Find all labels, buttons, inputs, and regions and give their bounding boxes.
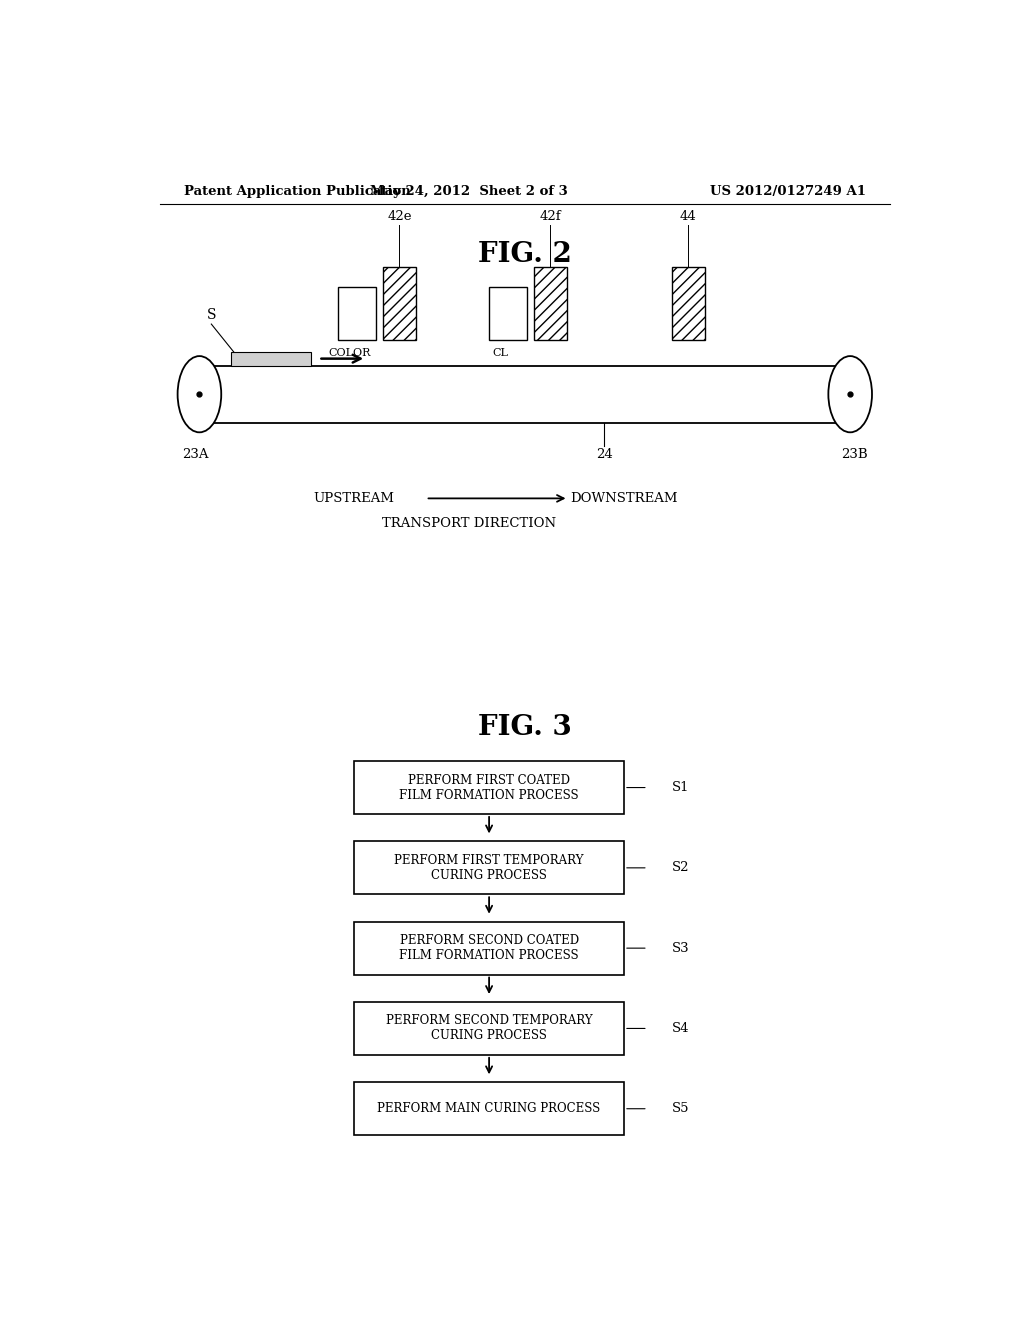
Bar xyxy=(534,267,567,341)
Text: S1: S1 xyxy=(672,781,689,795)
Text: PERFORM FIRST COATED
FILM FORMATION PROCESS: PERFORM FIRST COATED FILM FORMATION PROC… xyxy=(399,774,579,801)
Text: DOWNSTREAM: DOWNSTREAM xyxy=(570,492,678,504)
Text: Patent Application Publication: Patent Application Publication xyxy=(183,185,411,198)
Text: PERFORM SECOND COATED
FILM FORMATION PROCESS: PERFORM SECOND COATED FILM FORMATION PRO… xyxy=(399,935,579,962)
Text: US 2012/0127249 A1: US 2012/0127249 A1 xyxy=(710,185,866,198)
Ellipse shape xyxy=(177,356,221,433)
Text: TRANSPORT DIRECTION: TRANSPORT DIRECTION xyxy=(382,517,556,531)
Ellipse shape xyxy=(828,356,872,433)
Text: 24: 24 xyxy=(596,447,612,461)
Text: UPSTREAM: UPSTREAM xyxy=(313,492,394,504)
Bar xyxy=(354,1002,624,1055)
Text: PERFORM FIRST TEMPORARY
CURING PROCESS: PERFORM FIRST TEMPORARY CURING PROCESS xyxy=(394,854,584,882)
Bar xyxy=(354,841,624,894)
Text: S2: S2 xyxy=(672,862,689,874)
Bar xyxy=(672,267,705,341)
Text: PERFORM MAIN CURING PROCESS: PERFORM MAIN CURING PROCESS xyxy=(378,1102,601,1115)
Bar xyxy=(489,288,527,341)
Bar xyxy=(231,351,310,366)
Text: 23B: 23B xyxy=(841,447,867,461)
Text: S: S xyxy=(207,308,216,322)
Bar xyxy=(354,1082,624,1135)
Text: S5: S5 xyxy=(672,1102,689,1115)
Text: 44: 44 xyxy=(680,210,696,223)
Bar xyxy=(383,267,416,341)
Text: FIG. 2: FIG. 2 xyxy=(478,242,571,268)
Text: S3: S3 xyxy=(672,941,689,954)
Bar xyxy=(354,921,624,974)
Text: May 24, 2012  Sheet 2 of 3: May 24, 2012 Sheet 2 of 3 xyxy=(371,185,568,198)
Text: S4: S4 xyxy=(672,1022,689,1035)
Text: FIG. 3: FIG. 3 xyxy=(478,714,571,741)
Text: CL: CL xyxy=(493,348,509,359)
Bar xyxy=(338,288,377,341)
Text: PERFORM SECOND TEMPORARY
CURING PROCESS: PERFORM SECOND TEMPORARY CURING PROCESS xyxy=(386,1015,593,1043)
Text: 23A: 23A xyxy=(182,447,209,461)
Text: 42e: 42e xyxy=(387,210,412,223)
Text: 42f: 42f xyxy=(540,210,561,223)
Bar xyxy=(354,762,624,814)
Text: COLOR: COLOR xyxy=(329,348,371,359)
